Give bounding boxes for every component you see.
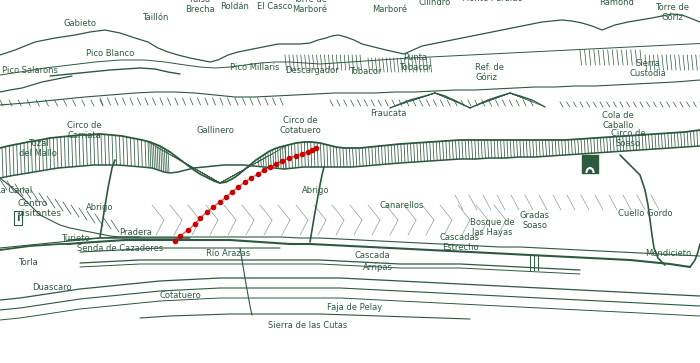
Text: Soum de
Ramond: Soum de Ramond [598, 0, 636, 7]
Text: i: i [16, 213, 20, 223]
Text: Abrigo: Abrigo [86, 203, 113, 212]
Text: Marboré: Marboré [372, 5, 407, 14]
Text: Gabieto: Gabieto [64, 19, 97, 28]
Text: Cuello Gordo: Cuello Gordo [617, 209, 672, 218]
Text: Arripas: Arripas [363, 263, 393, 272]
Text: Circo de
Carriata: Circo de Carriata [66, 121, 102, 140]
Text: Pico Blanco: Pico Blanco [86, 49, 134, 58]
Text: Torre de
Góriz: Torre de Góriz [655, 3, 689, 22]
Text: Pico Millaris: Pico Millaris [230, 63, 280, 72]
Text: Brecha de
Roldán: Brecha de Roldán [214, 0, 256, 11]
Text: Cotatuero: Cotatuero [159, 291, 201, 300]
Text: Ref. de
Góriz: Ref. de Góriz [475, 62, 504, 82]
Text: Río Arazas: Río Arazas [206, 249, 250, 258]
Text: Circo de
Cotatuero: Circo de Cotatuero [279, 115, 321, 135]
Text: Descargador: Descargador [285, 66, 339, 75]
Text: Faja de Pelay: Faja de Pelay [328, 303, 383, 312]
Text: Punta
Tobacor: Punta Tobacor [399, 53, 431, 72]
Text: Pico Salarons: Pico Salarons [2, 66, 58, 75]
Text: Canarellos: Canarellos [380, 201, 424, 210]
Text: Torre de
Marboré: Torre de Marboré [293, 0, 328, 14]
Text: Sierra de las Cutas: Sierra de las Cutas [268, 321, 348, 330]
Text: Cola de
Caballo: Cola de Caballo [602, 111, 634, 130]
Text: Gallinero: Gallinero [196, 126, 234, 135]
Text: Abrigo: Abrigo [302, 186, 330, 195]
Text: Circo de
Soaso: Circo de Soaso [610, 129, 645, 148]
Text: Cascada: Cascada [354, 251, 390, 260]
Text: Bosque de
las Hayas: Bosque de las Hayas [470, 217, 514, 237]
Text: Pradera: Pradera [120, 228, 153, 237]
Text: Senda de Cazadores: Senda de Cazadores [77, 244, 163, 253]
Text: Duascaro: Duascaro [32, 283, 72, 292]
Text: Monte Perdido: Monte Perdido [462, 0, 522, 3]
Text: Taillón: Taillón [142, 13, 168, 22]
Text: La Canal: La Canal [0, 186, 32, 195]
Bar [582, 155, 598, 173]
Text: Cilindro: Cilindro [419, 0, 451, 7]
Text: Cascadas
Estrecho: Cascadas Estrecho [440, 233, 480, 252]
Text: Tozal
del Mallo: Tozal del Mallo [19, 139, 57, 158]
Text: Falsa
Brecha: Falsa Brecha [186, 0, 215, 14]
Text: Tobacor: Tobacor [349, 67, 382, 76]
Text: Fraucata: Fraucata [370, 109, 406, 118]
Text: Torla: Torla [18, 258, 38, 267]
Text: Turieto: Turieto [61, 234, 90, 243]
Text: Centro
visitantes: Centro visitantes [18, 199, 62, 218]
Text: El Casco: El Casco [258, 2, 293, 11]
Text: Gradas
Soaso: Gradas Soaso [520, 211, 550, 230]
Text: Sierra
Custodia: Sierra Custodia [629, 58, 666, 78]
Text: Mondicieto: Mondicieto [645, 249, 691, 258]
